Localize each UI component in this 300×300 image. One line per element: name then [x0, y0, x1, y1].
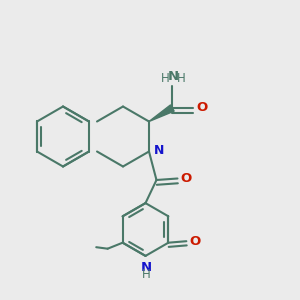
Text: O: O	[181, 172, 192, 185]
Text: O: O	[189, 235, 201, 248]
Text: H: H	[177, 72, 186, 85]
Text: N: N	[154, 144, 164, 157]
Text: O: O	[196, 101, 208, 115]
Text: N: N	[140, 261, 152, 274]
Text: H: H	[160, 72, 169, 85]
Text: H: H	[142, 268, 151, 281]
Polygon shape	[149, 105, 174, 122]
Text: N: N	[168, 70, 179, 83]
